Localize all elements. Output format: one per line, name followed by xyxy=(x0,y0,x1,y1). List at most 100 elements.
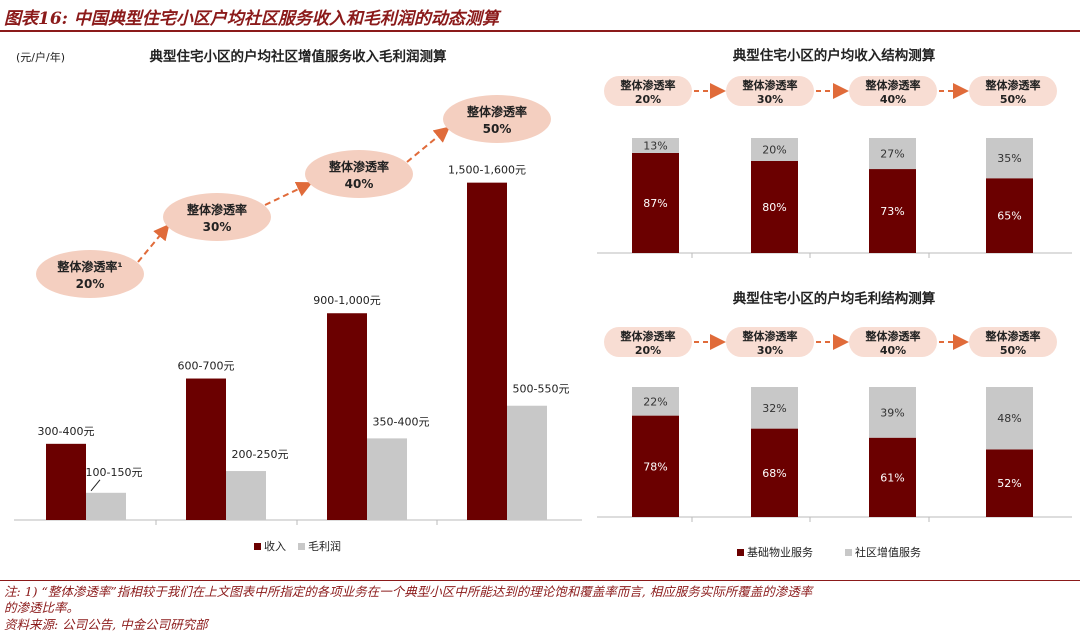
left-bar-chart: 300-400元 100-150元 600-700元 200-250元 900-1,00… xyxy=(14,95,582,525)
trend-arrow xyxy=(137,223,170,263)
pill-value: 40% xyxy=(880,344,906,357)
bubble-label: 整体渗透率¹ xyxy=(56,259,122,274)
pill-label: 整体渗透率 xyxy=(620,329,676,343)
penetration-pill xyxy=(604,327,692,357)
basic-service-share-label: 68% xyxy=(762,467,786,480)
basic-property-service-segment xyxy=(751,428,798,517)
bubble-value: 50% xyxy=(483,122,512,136)
basic-property-service-segment xyxy=(632,152,679,253)
value-added-share-label: 13% xyxy=(643,139,667,152)
bubble-label: 整体渗透率 xyxy=(328,159,389,174)
charts-canvas: (元/户/年) 典型住宅小区的户均社区增值服务收入毛利润测算 典型住宅小区的户均… xyxy=(14,47,1072,559)
penetration-pill xyxy=(969,76,1057,106)
gross-profit-data-label: 350-400元 xyxy=(373,415,430,428)
value-added-service-segment xyxy=(869,138,916,170)
basic-service-share-label: 73% xyxy=(880,205,904,218)
bubble-label: 整体渗透率 xyxy=(466,104,527,119)
gross-profit-structure-chart: 整体渗透率20%整体渗透率30%整体渗透率40%整体渗透率50%78%22%68… xyxy=(597,327,1072,522)
footnote-line-2: 的渗透比率。 xyxy=(4,600,80,615)
footnote-line-1: 注: 1) “整体渗透率”指相较于我们在上文图表中所指定的各项业务在一个典型小区… xyxy=(4,584,813,599)
basic-service-share-label: 61% xyxy=(880,471,904,484)
pill-label: 整体渗透率 xyxy=(985,329,1041,343)
bubble-value: 20% xyxy=(76,277,105,291)
pill-value: 50% xyxy=(1000,93,1026,106)
pill-value: 20% xyxy=(635,344,661,357)
value-added-service-segment xyxy=(986,387,1033,450)
legend-revenue-swatch xyxy=(254,543,261,550)
footnote-rule xyxy=(0,580,1080,581)
source-note: 资料来源: 公司公告, 中金公司研究部 xyxy=(4,617,208,632)
value-added-service-segment xyxy=(632,387,679,416)
penetration-bubble xyxy=(163,193,271,241)
legends: 收入 毛利润 基础物业服务 社区增值服务 xyxy=(254,539,921,559)
gross-profit-data-label: 500-550元 xyxy=(513,383,570,396)
value-added-share-label: 32% xyxy=(762,402,786,415)
label-leader-line xyxy=(90,479,101,492)
right-bottom-chart-title: 典型住宅小区的户均毛利结构测算 xyxy=(733,290,936,307)
revenue-data-label: 300-400元 xyxy=(38,425,95,438)
basic-service-share-label: 87% xyxy=(643,197,667,210)
value-added-service-segment xyxy=(751,387,798,429)
value-added-share-label: 39% xyxy=(880,406,904,419)
revenue-bar xyxy=(186,378,226,520)
penetration-bubble xyxy=(305,150,413,198)
pill-value: 20% xyxy=(635,93,661,106)
basic-property-service-segment xyxy=(751,161,798,253)
basic-property-service-segment xyxy=(986,449,1033,517)
revenue-bar xyxy=(327,313,367,520)
basic-service-share-label: 65% xyxy=(997,210,1021,223)
left-unit-label: (元/户/年) xyxy=(16,50,65,64)
pill-label: 整体渗透率 xyxy=(742,78,798,92)
gross-profit-bar xyxy=(507,405,547,520)
right-top-chart-title: 典型住宅小区的户均收入结构测算 xyxy=(733,47,936,64)
value-added-share-label: 22% xyxy=(643,395,667,408)
penetration-bubble xyxy=(443,95,551,143)
penetration-pill xyxy=(969,327,1057,357)
basic-service-share-label: 52% xyxy=(997,477,1021,490)
penetration-pill xyxy=(849,76,937,106)
revenue-data-label: 1,500-1,600元 xyxy=(448,164,526,177)
bubble-label: 整体渗透率 xyxy=(186,202,247,217)
revenue-structure-chart: 整体渗透率20%整体渗透率30%整体渗透率40%整体渗透率50%87%13%80… xyxy=(597,76,1072,258)
value-added-service-segment xyxy=(986,138,1033,179)
basic-property-service-segment xyxy=(986,178,1033,253)
legend-basic-service-swatch xyxy=(737,549,744,556)
gross-profit-bar xyxy=(226,471,266,520)
revenue-bar xyxy=(46,443,86,520)
basic-property-service-segment xyxy=(869,169,916,253)
revenue-data-label: 600-700元 xyxy=(178,360,235,373)
value-added-service-segment xyxy=(869,387,916,438)
value-added-share-label: 27% xyxy=(880,148,904,161)
gross-profit-bar xyxy=(86,492,126,520)
revenue-data-label: 900-1,000元 xyxy=(313,294,380,307)
penetration-bubble xyxy=(36,250,144,298)
basic-service-share-label: 80% xyxy=(762,201,786,214)
penetration-pill xyxy=(604,76,692,106)
value-added-share-label: 48% xyxy=(997,412,1021,425)
basic-property-service-segment xyxy=(869,437,916,517)
gross-profit-data-label: 200-250元 xyxy=(232,448,289,461)
legend-gross-profit-swatch xyxy=(298,543,305,550)
pill-label: 整体渗透率 xyxy=(865,78,921,92)
legend-revenue-label: 收入 xyxy=(264,539,286,553)
gross-profit-bar xyxy=(367,438,407,520)
bubble-value: 30% xyxy=(203,220,232,234)
value-added-share-label: 20% xyxy=(762,144,786,157)
basic-property-service-segment xyxy=(632,415,679,517)
legend-basic-service-label: 基础物业服务 xyxy=(747,545,813,559)
penetration-pill xyxy=(849,327,937,357)
gross-profit-data-label: 100-150元 xyxy=(86,466,143,479)
legend-value-added-label: 社区增值服务 xyxy=(855,545,921,559)
basic-service-share-label: 78% xyxy=(643,460,667,473)
bubble-value: 40% xyxy=(345,177,374,191)
pill-label: 整体渗透率 xyxy=(865,329,921,343)
revenue-bar xyxy=(467,182,507,520)
penetration-pill xyxy=(726,327,814,357)
value-added-service-segment xyxy=(632,138,679,153)
legend-gross-profit-label: 毛利润 xyxy=(308,539,341,553)
pill-value: 50% xyxy=(1000,344,1026,357)
penetration-pill xyxy=(726,76,814,106)
left-chart-title: 典型住宅小区的户均社区增值服务收入毛利润测算 xyxy=(150,48,447,65)
pill-label: 整体渗透率 xyxy=(985,78,1041,92)
figure-title: 图表16: 中国典型住宅小区户均社区服务收入和毛利润的动态测算 xyxy=(4,9,499,29)
